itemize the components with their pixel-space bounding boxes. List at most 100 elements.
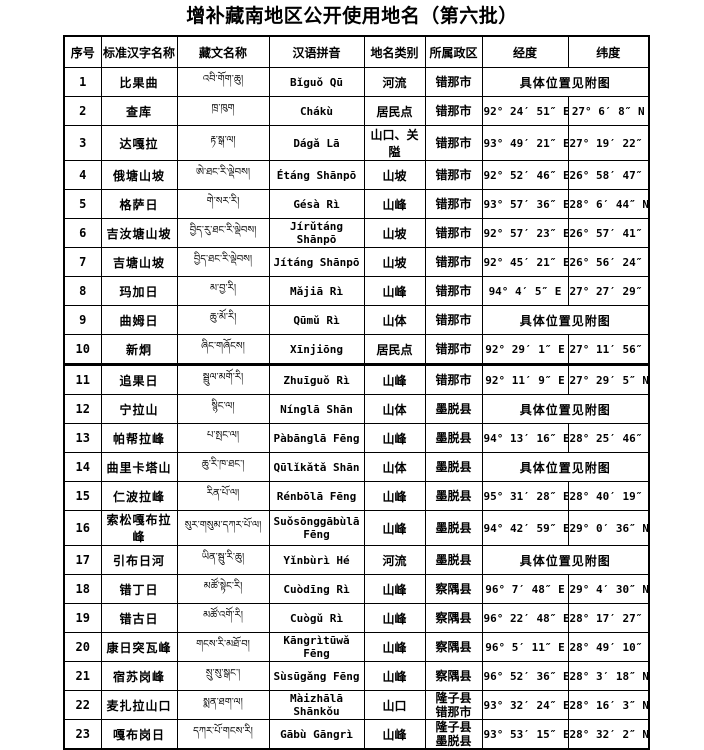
region-cell: 察隅县 — [424, 603, 483, 633]
region-line: 错那市 — [435, 104, 472, 118]
category-cell: 河流 — [363, 67, 426, 97]
table-row: 6 吉汝塘山坡 བྱིད་རུ་ཐང་རི་ལྡེབས། Jírǔtáng Shānp… — [63, 218, 650, 248]
table-row: 4 俄塘山坡 ཨེ་ཐང་རི་ལྡེབས། Étáng Shānpō 山坡 错那市 92°… — [63, 160, 650, 190]
location-note-cell: 具体位置见附图 — [481, 545, 650, 575]
longitude-cell: 92° 57′ 23″ E — [481, 218, 569, 248]
latitude-cell: 26° 56′ 24″ N — [567, 247, 650, 277]
category-cell: 山体 — [363, 394, 426, 424]
tibetan-cell: མཚོ་འགོ་རི། — [176, 603, 270, 633]
region-cell: 墨脱县 — [424, 394, 483, 424]
header-col-tibetan: 藏文名称 — [176, 35, 270, 68]
longitude-cell: 94° 42′ 59″ E — [481, 510, 569, 546]
region-line: 隆子县 — [435, 720, 472, 734]
serial-cell: 9 — [63, 305, 102, 335]
longitude-cell: 92° 11′ 9″ E — [481, 364, 569, 395]
region-cell: 错那市 — [424, 218, 483, 248]
table-row: 8 玛加日 མ་བྱ་རི། Mǎjiā Rì 山峰 错那市 94° 4′ 5″ E 27° … — [63, 276, 650, 306]
longitude-cell: 96° 22′ 48″ E — [481, 603, 569, 633]
tibetan-cell: ཨེ་ཐང་རི་ལྡེབས། — [176, 160, 270, 190]
table-row: 21 宿苏岗峰 སྲུ་སུ་སྒང་། Sùsūgǎng Fēng 山峰 察隅县 96° … — [63, 661, 650, 691]
category-cell: 居民点 — [363, 334, 426, 366]
tibetan-cell: རིན་པོ་ལ། — [176, 481, 270, 511]
name-cell: 曲里卡塔山 — [100, 452, 178, 482]
tibetan-cell: ཆུ་མོ་རི། — [176, 305, 270, 335]
name-cell: 错古日 — [100, 603, 178, 633]
table-row: 3 达嘎拉 རྟ་སྒ་ལ། Dágǎ Lā 山口、关隘 错那市 93° 49′ 21″ E… — [63, 125, 650, 161]
pinyin-cell: Jírǔtáng Shānpō — [268, 218, 365, 248]
table-row: 18 错丁日 མཚོ་སྟེང་རི། Cuòdīng Rì 山峰 察隅县 96° 7′ 4… — [63, 574, 650, 604]
category-cell: 山峰 — [363, 481, 426, 511]
longitude-cell: 95° 31′ 28″ E — [481, 481, 569, 511]
location-note-cell: 具体位置见附图 — [481, 394, 650, 424]
pinyin-cell: Mǎjiā Rì — [268, 276, 365, 306]
header-col-region: 所属政区 — [424, 35, 483, 68]
pinyin-cell: Qūmǔ Rì — [268, 305, 365, 335]
region-cell: 错那市 — [424, 189, 483, 219]
longitude-cell: 93° 49′ 21″ E — [481, 125, 569, 161]
tibetan-cell: གེ་སར་རི། — [176, 189, 270, 219]
latitude-cell: 27° 29′ 5″ N — [567, 364, 650, 395]
serial-cell: 14 — [63, 452, 102, 482]
serial-cell: 3 — [63, 125, 102, 161]
category-cell: 山峰 — [363, 423, 426, 453]
category-cell: 山口 — [363, 690, 426, 720]
tibetan-cell: སྦྲུལ་མགོ་རི། — [176, 364, 270, 395]
serial-cell: 18 — [63, 574, 102, 604]
serial-cell: 7 — [63, 247, 102, 277]
tibetan-cell: མཚོ་སྟེང་རི། — [176, 574, 270, 604]
category-cell: 山峰 — [363, 276, 426, 306]
latitude-cell: 28° 16′ 3″ N — [567, 690, 650, 720]
name-cell: 康日突瓦峰 — [100, 632, 178, 662]
region-line: 错那市 — [435, 342, 472, 356]
category-cell: 山峰 — [363, 661, 426, 691]
category-cell: 山峰 — [363, 574, 426, 604]
longitude-cell: 94° 4′ 5″ E — [481, 276, 569, 306]
name-cell: 曲姆日 — [100, 305, 178, 335]
name-cell: 吉塘山坡 — [100, 247, 178, 277]
name-cell: 比果曲 — [100, 67, 178, 97]
table-row: 16 索松嘎布拉峰 སུར་གསུམ་དཀར་པོ་ལ། Suǒsōnggābùlā … — [63, 510, 650, 546]
longitude-cell: 92° 52′ 46″ E — [481, 160, 569, 190]
pinyin-cell: Jítáng Shānpō — [268, 247, 365, 277]
region-cell: 察隅县 — [424, 632, 483, 662]
tibetan-cell: སྨན་ཐག་ལ། — [176, 690, 270, 720]
name-cell: 吉汝塘山坡 — [100, 218, 178, 248]
serial-cell: 5 — [63, 189, 102, 219]
region-cell: 错那市 — [424, 96, 483, 126]
region-line: 错那市 — [435, 313, 472, 327]
latitude-cell: 27° 27′ 29″ N — [567, 276, 650, 306]
serial-cell: 4 — [63, 160, 102, 190]
category-cell: 河流 — [363, 545, 426, 575]
region-line: 察隅县 — [435, 582, 472, 596]
pinyin-cell: Kāngrìtūwǎ Fēng — [268, 632, 365, 662]
latitude-cell: 27° 19′ 22″ N — [567, 125, 650, 161]
pinyin-cell: Zhuīguǒ Rì — [268, 364, 365, 395]
name-cell: 错丁日 — [100, 574, 178, 604]
serial-cell: 20 — [63, 632, 102, 662]
tibetan-cell: ཞིང་གཞོངས། — [176, 334, 270, 366]
serial-cell: 16 — [63, 510, 102, 546]
pinyin-cell: Xīnjiōng — [268, 334, 365, 366]
region-cell: 错那市 — [424, 125, 483, 161]
region-cell: 错那市 — [424, 305, 483, 335]
category-cell: 山峰 — [363, 603, 426, 633]
category-cell: 山体 — [363, 305, 426, 335]
serial-cell: 17 — [63, 545, 102, 575]
page-title: 增补藏南地区公开使用地名（第六批） — [186, 6, 518, 27]
region-cell: 错那市 — [424, 334, 483, 366]
pinyin-cell: Étáng Shānpō — [268, 160, 365, 190]
pinyin-cell: Cuòdīng Rì — [268, 574, 365, 604]
latitude-cell: 26° 58′ 47″ N — [567, 160, 650, 190]
category-cell: 山峰 — [363, 719, 426, 750]
table-row: 22 麦扎拉山口 སྨན་ཐག་ལ། Màizhālā Shānkǒu 山口 隆子县 错那市… — [63, 690, 650, 720]
name-cell: 宿苏岗峰 — [100, 661, 178, 691]
serial-cell: 2 — [63, 96, 102, 126]
tibetan-cell: ཡིན་སྦུ་རི་ཆུ། — [176, 545, 270, 575]
region-cell: 墨脱县 — [424, 423, 483, 453]
table-row: 20 康日突瓦峰 གངས་རི་མཐོ་བ། Kāngrìtūwǎ Fēng 山峰 察隅县… — [63, 632, 650, 662]
pinyin-cell: Dágǎ Lā — [268, 125, 365, 161]
region-line: 墨脱县 — [435, 402, 472, 416]
serial-cell: 1 — [63, 67, 102, 97]
tibetan-cell: སུར་གསུམ་དཀར་པོ་ལ། — [176, 510, 270, 546]
pinyin-cell: Suǒsōnggābùlā Fēng — [268, 510, 365, 546]
